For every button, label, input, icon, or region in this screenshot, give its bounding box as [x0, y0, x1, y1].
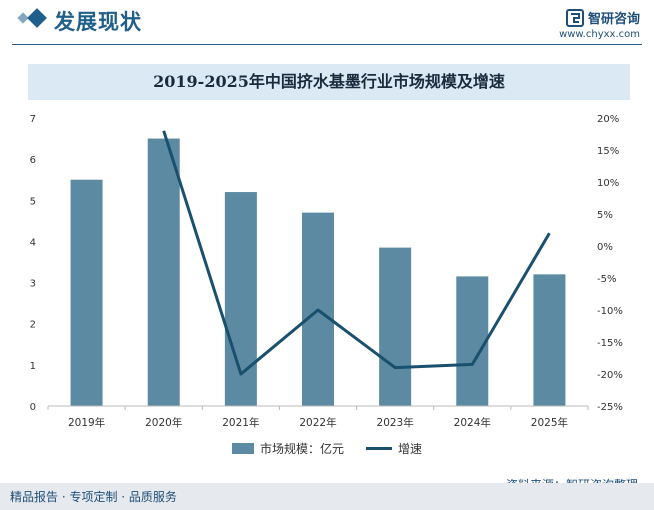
footer-bar: 精品报告 · 专项定制 · 品质服务 [0, 483, 654, 510]
section-title: 发展现状 [54, 10, 142, 34]
legend-swatch-bar [231, 443, 254, 454]
left-axis: 0 1 2 3 4 5 6 7 [30, 114, 36, 413]
x-tick-label: 2025年 [531, 416, 568, 429]
y-right-tick-label: -20% [597, 370, 623, 381]
legend-label-line: 增速 [398, 442, 423, 456]
y-right-tick-label: -5% [597, 274, 616, 285]
brand-name: 智研咨询 [587, 12, 640, 27]
y-left-tick-label: 4 [30, 237, 36, 248]
y-right-tick-label: 10% [597, 178, 619, 189]
bar [70, 179, 103, 406]
x-tick-label: 2021年 [222, 416, 259, 429]
legend-label-bar: 市场规模：亿元 [259, 442, 344, 456]
y-left-tick-label: 6 [30, 155, 36, 166]
x-axis: 2019年 2020年 2021年 2022年 2023年 2024年 2025年 [47, 406, 589, 429]
y-right-tick-label: 20% [597, 114, 619, 125]
y-right-tick-label: 0% [597, 242, 613, 253]
y-left-tick-label: 3 [30, 279, 36, 290]
bar [533, 274, 566, 406]
y-left-tick-label: 2 [30, 320, 36, 331]
bar [147, 138, 180, 407]
y-right-tick-label: 15% [597, 146, 619, 157]
chart-title: 2019-2025年中国挤水基墨行业市场规模及增速 [153, 72, 505, 91]
x-tick-label: 2019年 [68, 416, 105, 429]
bar [379, 247, 412, 406]
legend-swatch-line [366, 447, 392, 450]
y-right-tick-label: 5% [597, 210, 613, 221]
growth-line [162, 130, 551, 376]
bar-series [70, 138, 566, 407]
legend: 市场规模：亿元 增速 [0, 440, 654, 457]
y-right-tick-label: -15% [597, 338, 623, 349]
page-header: 发展现状 智研咨询 www.chyxx.com [0, 0, 654, 46]
y-right-tick-label: -10% [597, 306, 623, 317]
x-tick-label: 2020年 [145, 416, 182, 429]
chart-area: 0 1 2 3 4 5 6 7 -25% -20% -15% -10% -5% 0% 5% 10% 15% 20… [30, 114, 623, 429]
header-divider [12, 44, 642, 45]
footer-text: 精品报告 · 专项定制 · 品质服务 [10, 490, 177, 504]
y-left-tick-label: 7 [30, 114, 36, 125]
x-tick-label: 2024年 [454, 416, 491, 429]
chart-title-band: 2019-2025年中国挤水基墨行业市场规模及增速 [28, 64, 630, 100]
right-axis: -25% -20% -15% -10% -5% 0% 5% 10% 15% 20% [597, 114, 623, 413]
y-left-tick-label: 0 [30, 402, 36, 413]
x-tick-label: 2022年 [299, 416, 336, 429]
brand: 智研咨询 www.chyxx.com [559, 8, 640, 40]
y-left-tick-label: 1 [30, 361, 36, 372]
x-tick-label: 2023年 [377, 416, 414, 429]
bar [456, 276, 489, 406]
legend-item-bar: 市场规模：亿元 [231, 440, 344, 457]
y-right-tick-label: -25% [597, 402, 623, 413]
brand-url: www.chyxx.com [559, 29, 640, 40]
y-left-tick-label: 5 [30, 196, 36, 207]
legend-item-line: 增速 [366, 440, 422, 457]
brand-logo-icon [565, 8, 584, 27]
